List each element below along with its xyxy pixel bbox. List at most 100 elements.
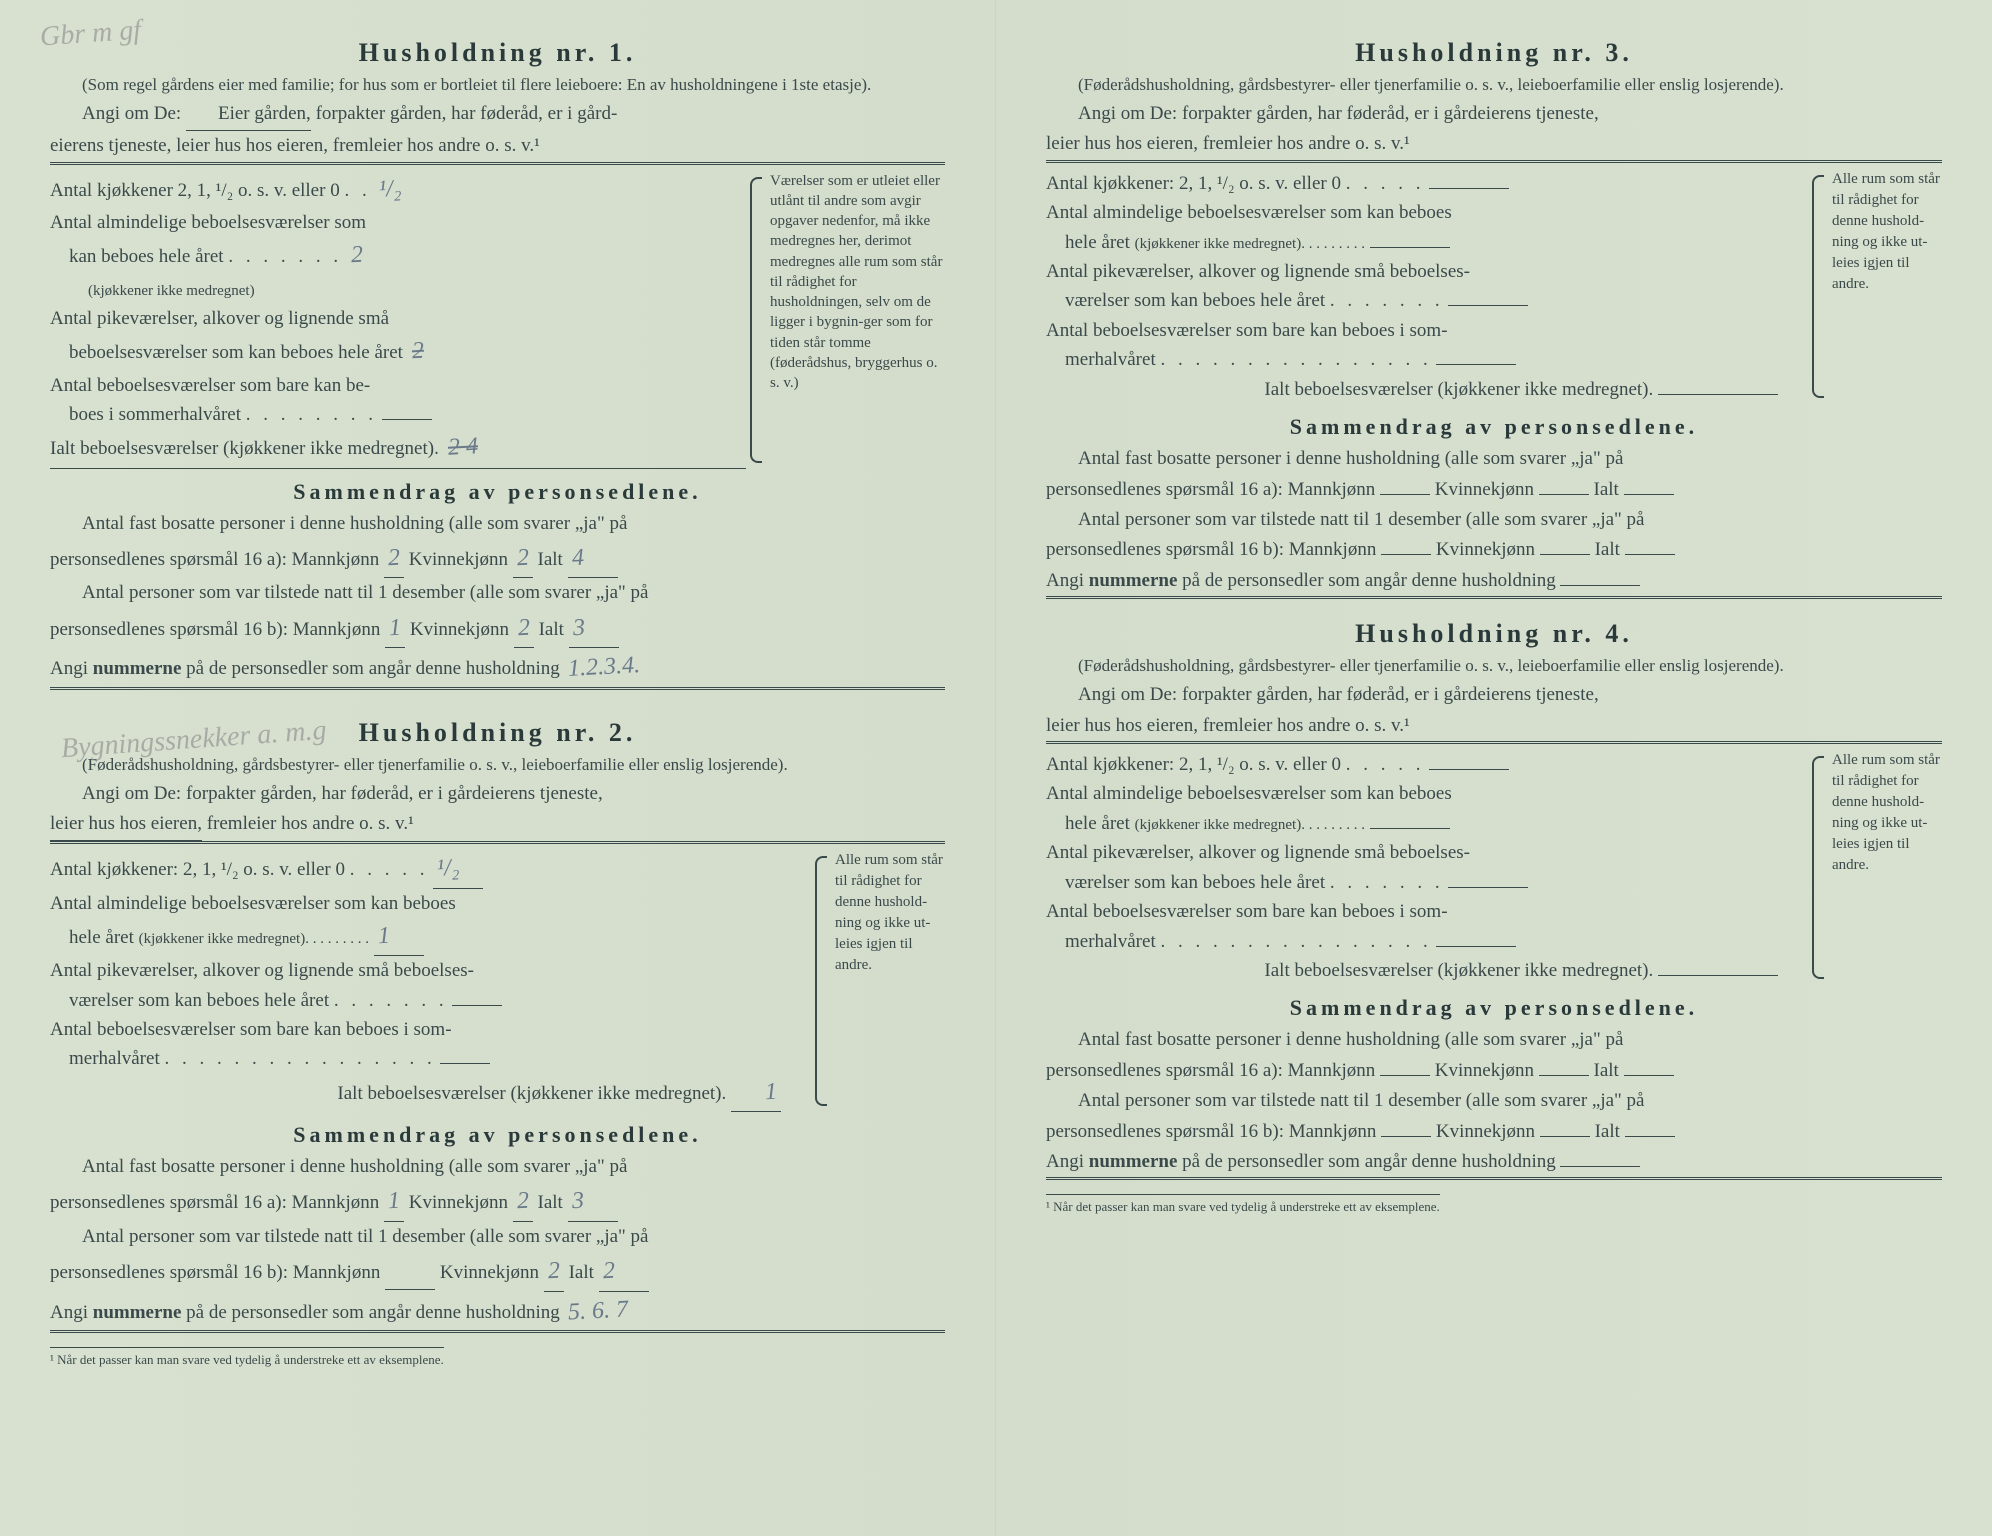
summary-4: Sammendrag av personsedlene. Antal fast … xyxy=(1046,995,1942,1180)
s4-i1-label: Ialt xyxy=(1594,1060,1619,1081)
s1-line1b: personsedlenes spørsmål 16 a): Mannkjønn xyxy=(50,549,379,570)
h1-angi-underlined: Eier gården, xyxy=(186,99,311,131)
s3-num-row: Angi nummerne på de personsedler som ang… xyxy=(1046,566,1942,599)
h4-desc: (Føderådshusholdning, gårdsbestyrer- ell… xyxy=(1046,655,1942,678)
h4-pike-val xyxy=(1448,887,1528,888)
h1-ialt-label: Ialt beboelsesværelser (kjøkkener ikke m… xyxy=(50,438,439,459)
s2-heading: Sammendrag av personsedlene. xyxy=(50,1122,945,1148)
h3-sommer-label2: merhalvåret xyxy=(1065,349,1156,370)
h3-heading: Husholdning nr. 3. xyxy=(1046,38,1942,68)
s2-i1-label: Ialt xyxy=(538,1192,563,1213)
s2-i1: 3 xyxy=(571,1182,585,1221)
household-3: Husholdning nr. 3. (Føderådshusholdning,… xyxy=(1046,38,1942,404)
s2-line1a: Antal fast bosatte personer i denne hush… xyxy=(50,1152,945,1182)
s2-i2: 2 xyxy=(602,1252,616,1291)
right-page: Husholdning nr. 3. (Føderådshusholdning,… xyxy=(996,0,1992,1536)
s2-line1b-row: personsedlenes spørsmål 16 a): Mannkjønn… xyxy=(50,1182,945,1221)
h3-alm-label2: hele året xyxy=(1065,232,1130,253)
s1-line1b-row: personsedlenes spørsmål 16 a): Mannkjønn… xyxy=(50,539,945,578)
h4-sommer-label1: Antal beboelsesværelser som bare kan beb… xyxy=(1046,901,1448,922)
h2-ialt-label: Ialt beboelsesværelser (kjøkkener ikke m… xyxy=(337,1083,726,1104)
h1-alm-row: Antal almindelige beboelsesværelser som … xyxy=(50,208,746,304)
h3-kjokken-val xyxy=(1429,188,1509,189)
h3-pike-row: Antal pikeværelser, alkover og lignende … xyxy=(1046,257,1808,316)
s1-num-rest: på de personsedler som angår denne husho… xyxy=(181,658,559,679)
h4-pike-row: Antal pikeværelser, alkover og lignende … xyxy=(1046,838,1808,897)
h2-angi-underlined: leier hus hos eieren, xyxy=(50,809,202,841)
s1-i2: 3 xyxy=(572,609,586,648)
h4-kjokken-label: Antal kjøkkener: 2, 1, ¹/₂ o. s. v. elle… xyxy=(1046,754,1341,775)
s1-k1-label: Kvinnekjønn xyxy=(409,549,508,570)
s2-k1-label: Kvinnekjønn xyxy=(409,1192,508,1213)
h3-brace-note: Alle rum som står til rådighet for denne… xyxy=(1826,169,1942,405)
h2-room-content: Antal kjøkkener: 2, 1, ¹/₂ o. s. v. elle… xyxy=(50,850,811,1112)
h1-kjokken-label: Antal kjøkkener 2, 1, ¹/₂ o. s. v. eller… xyxy=(50,180,340,201)
s1-heading: Sammendrag av personsedlene. xyxy=(50,479,945,505)
s4-heading: Sammendrag av personsedlene. xyxy=(1046,995,1942,1021)
h1-room-block: Antal kjøkkener 2, 1, ¹/₂ o. s. v. eller… xyxy=(50,171,945,469)
s4-num-val xyxy=(1560,1166,1640,1167)
h4-ialt-label: Ialt beboelsesværelser (kjøkkener ikke m… xyxy=(1264,960,1653,981)
s4-k1-label: Kvinnekjønn xyxy=(1435,1060,1534,1081)
h2-sommer-val xyxy=(440,1063,490,1064)
s1-k2-label: Kvinnekjønn xyxy=(410,619,509,640)
h4-ialt-row: Ialt beboelsesværelser (kjøkkener ikke m… xyxy=(1046,956,1808,985)
h1-pike-label1: Antal pikeværelser, alkover og lignende … xyxy=(50,308,389,329)
h2-pike-val xyxy=(452,1005,502,1006)
h4-pike-label1: Antal pikeværelser, alkover og lignende … xyxy=(1046,842,1470,863)
s3-line2b-row: personsedlenes spørsmål 16 b): Mannkjønn… xyxy=(1046,535,1942,565)
h2-alm-label2: hele året xyxy=(69,927,134,948)
h3-kjokken-dots: . . . . . xyxy=(1346,173,1425,194)
h3-kjokken-row: Antal kjøkkener: 2, 1, ¹/₂ o. s. v. elle… xyxy=(1046,169,1808,198)
h1-pike-label2: beboelsesværelser som kan beboes hele år… xyxy=(69,342,403,363)
s2-num-bold: nummerne xyxy=(93,1302,182,1323)
h4-pike-label2: værelser som kan beboes hele året xyxy=(1065,872,1325,893)
s4-i2 xyxy=(1625,1136,1675,1137)
h3-sommer-label1: Antal beboelsesværelser som bare kan beb… xyxy=(1046,320,1448,341)
h2-kjokken-dots: . . . . . xyxy=(350,859,429,880)
h2-room-block: Antal kjøkkener: 2, 1, ¹/₂ o. s. v. elle… xyxy=(50,850,945,1112)
s4-i2-label: Ialt xyxy=(1595,1121,1620,1142)
h2-desc: (Føderådshusholdning, gårdsbestyrer- ell… xyxy=(50,754,945,777)
h1-ialt-val: 2 4 xyxy=(447,429,479,468)
h1-brace-icon xyxy=(746,171,764,469)
s4-num-row: Angi nummerne på de personsedler som ang… xyxy=(1046,1147,1942,1180)
h2-sommer-row: Antal beboelsesværelser som bare kan beb… xyxy=(50,1015,811,1074)
h1-ialt-row: Ialt beboelsesværelser (kjøkkener ikke m… xyxy=(50,429,746,468)
s3-m1 xyxy=(1380,494,1430,495)
h1-angi-rest: forpakter gården, har føderåd, er i gård… xyxy=(316,103,618,124)
h3-angi-line1: Angi om De: forpakter gården, har føderå… xyxy=(1046,99,1942,129)
s1-m1: 2 xyxy=(387,539,401,578)
s4-line2a: Antal personer som var tilstede natt til… xyxy=(1046,1086,1942,1116)
h3-pike-val xyxy=(1448,305,1528,306)
s4-line1a: Antal fast bosatte personer i denne hush… xyxy=(1046,1025,1942,1055)
s1-i1: 4 xyxy=(571,539,585,578)
h4-room-content: Antal kjøkkener: 2, 1, ¹/₂ o. s. v. elle… xyxy=(1046,750,1808,986)
h2-brace-icon xyxy=(811,850,829,1112)
h4-kjokken-val xyxy=(1429,769,1509,770)
s4-line2b-row: personsedlenes spørsmål 16 b): Mannkjønn… xyxy=(1046,1117,1942,1147)
s2-line1b: personsedlenes spørsmål 16 a): Mannkjønn xyxy=(50,1192,379,1213)
h4-kjokken-dots: . . . . . xyxy=(1346,754,1425,775)
s1-num-val: 1.2.3.4. xyxy=(568,646,642,688)
s4-line2b: personsedlenes spørsmål 16 b): Mannkjønn xyxy=(1046,1121,1376,1142)
h1-alm-note: (kjøkkener ikke medregnet) xyxy=(88,283,255,299)
h2-brace-note: Alle rum som står til rådighet for denne… xyxy=(829,850,945,1112)
h2-sommer-dots: . . . . . . . . . . . . . . . . xyxy=(164,1048,435,1069)
s2-m1: 1 xyxy=(387,1182,401,1221)
h3-brace-icon xyxy=(1808,169,1826,405)
s4-num-rest: på de personsedler som angår denne husho… xyxy=(1177,1151,1555,1172)
h1-alm-label2: kan beboes hele året xyxy=(69,246,224,267)
s2-line2b: personsedlenes spørsmål 16 b): Mannkjønn xyxy=(50,1262,380,1283)
s2-num-rest: på de personsedler som angår denne husho… xyxy=(181,1302,559,1323)
h3-desc: (Føderådshusholdning, gårdsbestyrer- ell… xyxy=(1046,74,1942,97)
h1-alm-dots: . . . . . . . xyxy=(228,246,342,267)
summary-2: Sammendrag av personsedlene. Antal fast … xyxy=(50,1122,945,1333)
s1-line2b: personsedlenes spørsmål 16 b): Mannkjønn xyxy=(50,619,380,640)
h4-heading: Husholdning nr. 4. xyxy=(1046,619,1942,649)
h1-pike-val: 2 xyxy=(411,333,425,371)
h4-angi-line1: Angi om De: forpakter gården, har føderå… xyxy=(1046,680,1942,710)
h3-room-block: Antal kjøkkener: 2, 1, ¹/₂ o. s. v. elle… xyxy=(1046,169,1942,405)
s3-i2-label: Ialt xyxy=(1595,539,1620,560)
h3-pike-label1: Antal pikeværelser, alkover og lignende … xyxy=(1046,261,1470,282)
